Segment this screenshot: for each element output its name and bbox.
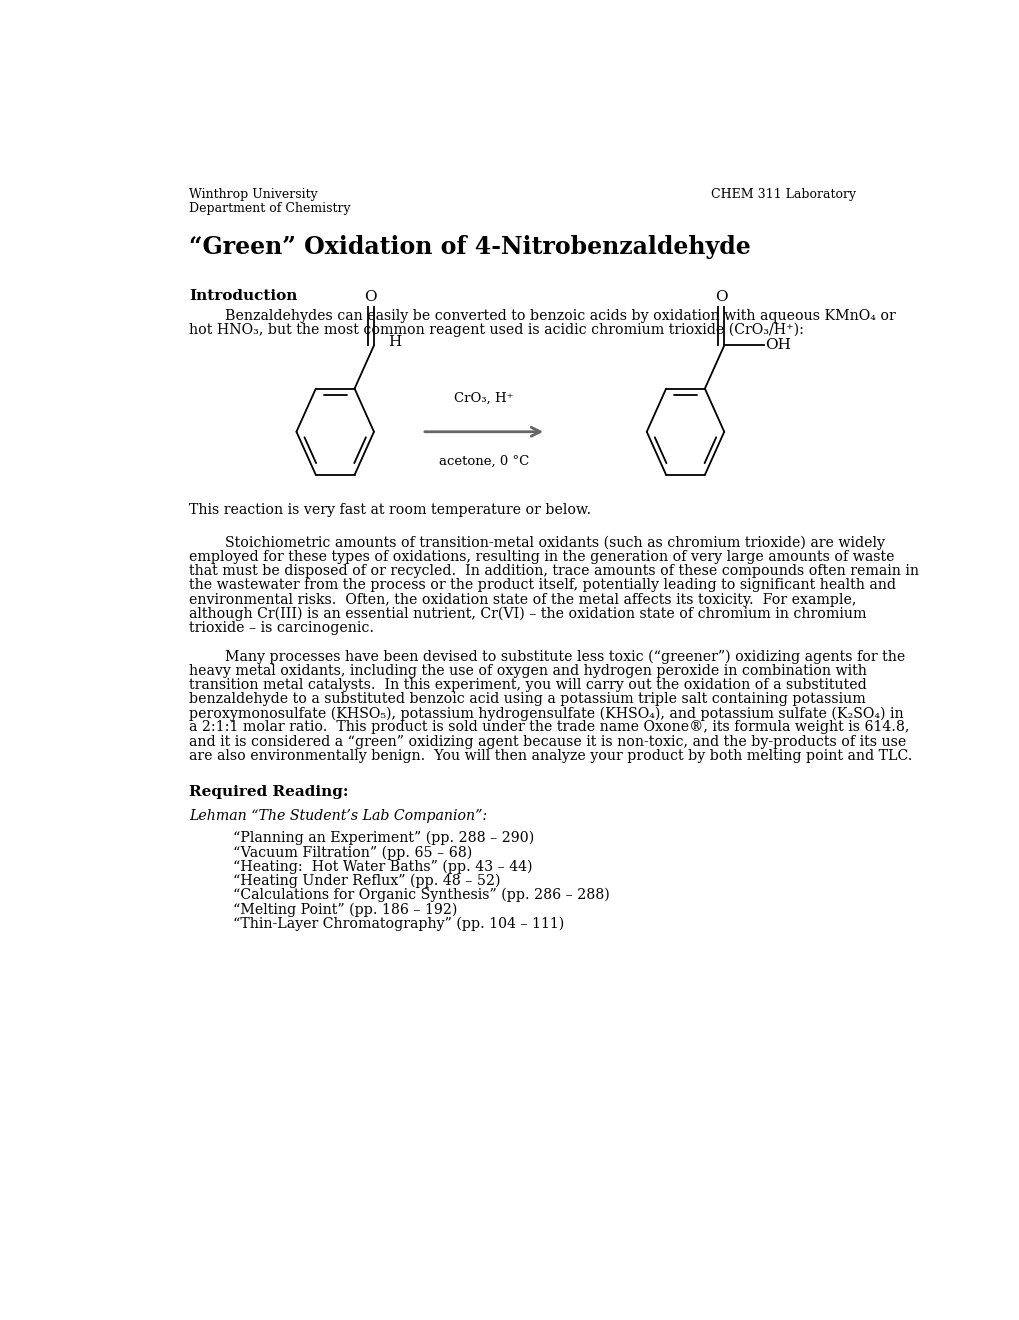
Text: “Thin-Layer Chromatography” (pp. 104 – 111): “Thin-Layer Chromatography” (pp. 104 – 1… [232, 916, 564, 931]
Text: environmental risks.  Often, the oxidation state of the metal affects its toxici: environmental risks. Often, the oxidatio… [189, 593, 856, 607]
Text: and it is considered a “green” oxidizing agent because it is non-toxic, and the : and it is considered a “green” oxidizing… [189, 735, 906, 748]
Text: although Cr(III) is an essential nutrient, Cr(VI) – the oxidation state of chrom: although Cr(III) is an essential nutrien… [189, 607, 866, 622]
Text: “Heating Under Reflux” (pp. 48 – 52): “Heating Under Reflux” (pp. 48 – 52) [232, 874, 499, 888]
Text: “Heating:  Hot Water Baths” (pp. 43 – 44): “Heating: Hot Water Baths” (pp. 43 – 44) [232, 859, 532, 874]
Text: Required Reading:: Required Reading: [189, 785, 348, 799]
Text: H: H [388, 335, 401, 350]
Text: Stoichiometric amounts of transition-metal oxidants (such as chromium trioxide) : Stoichiometric amounts of transition-met… [189, 536, 884, 550]
Text: CHEM 311 Laboratory: CHEM 311 Laboratory [710, 187, 856, 201]
Text: a 2:1:1 molar ratio.  This product is sold under the trade name Oxone®, its form: a 2:1:1 molar ratio. This product is sol… [189, 721, 909, 734]
Text: O: O [714, 290, 727, 304]
Text: Many processes have been devised to substitute less toxic (“greener”) oxidizing : Many processes have been devised to subs… [189, 649, 905, 664]
Text: Winthrop University: Winthrop University [189, 187, 318, 201]
Text: “Vacuum Filtration” (pp. 65 – 68): “Vacuum Filtration” (pp. 65 – 68) [232, 845, 472, 859]
Text: trioxide – is carcinogenic.: trioxide – is carcinogenic. [189, 622, 374, 635]
Text: peroxymonosulfate (KHSO₅), potassium hydrogensulfate (KHSO₄), and potassium sulf: peroxymonosulfate (KHSO₅), potassium hyd… [189, 706, 903, 721]
Text: are also environmentally benign.  You will then analyze your product by both mel: are also environmentally benign. You wil… [189, 748, 912, 763]
Text: that must be disposed of or recycled.  In addition, trace amounts of these compo: that must be disposed of or recycled. In… [189, 564, 918, 578]
Text: O: O [364, 290, 377, 304]
Text: CrO₃, H⁺: CrO₃, H⁺ [453, 392, 514, 405]
Text: “Planning an Experiment” (pp. 288 – 290): “Planning an Experiment” (pp. 288 – 290) [232, 832, 533, 845]
Text: transition metal catalysts.  In this experiment, you will carry out the oxidatio: transition metal catalysts. In this expe… [189, 677, 866, 692]
Text: This reaction is very fast at room temperature or below.: This reaction is very fast at room tempe… [189, 503, 591, 516]
Text: “Calculations for Organic Synthesis” (pp. 286 – 288): “Calculations for Organic Synthesis” (pp… [232, 888, 608, 903]
Text: heavy metal oxidants, including the use of oxygen and hydrogen peroxide in combi: heavy metal oxidants, including the use … [189, 664, 866, 677]
Text: Benzaldehydes can easily be converted to benzoic acids by oxidation with aqueous: Benzaldehydes can easily be converted to… [189, 309, 895, 322]
Text: the wastewater from the process or the product itself, potentially leading to si: the wastewater from the process or the p… [189, 578, 896, 593]
Text: Department of Chemistry: Department of Chemistry [189, 202, 351, 215]
Text: “Melting Point” (pp. 186 – 192): “Melting Point” (pp. 186 – 192) [232, 903, 457, 916]
Text: OH: OH [764, 338, 791, 352]
Text: Introduction: Introduction [189, 289, 298, 304]
Text: employed for these types of oxidations, resulting in the generation of very larg: employed for these types of oxidations, … [189, 550, 894, 564]
Text: Lehman “The Student’s Lab Companion”:: Lehman “The Student’s Lab Companion”: [189, 809, 487, 824]
Text: acetone, 0 °C: acetone, 0 °C [438, 455, 529, 467]
Text: benzaldehyde to a substituted benzoic acid using a potassium triple salt contain: benzaldehyde to a substituted benzoic ac… [189, 692, 865, 706]
Text: hot HNO₃, but the most common reagent used is acidic chromium trioxide (CrO₃/H⁺): hot HNO₃, but the most common reagent us… [189, 322, 803, 337]
Text: “Green” Oxidation of 4-Nitrobenzaldehyde: “Green” Oxidation of 4-Nitrobenzaldehyde [189, 235, 750, 260]
